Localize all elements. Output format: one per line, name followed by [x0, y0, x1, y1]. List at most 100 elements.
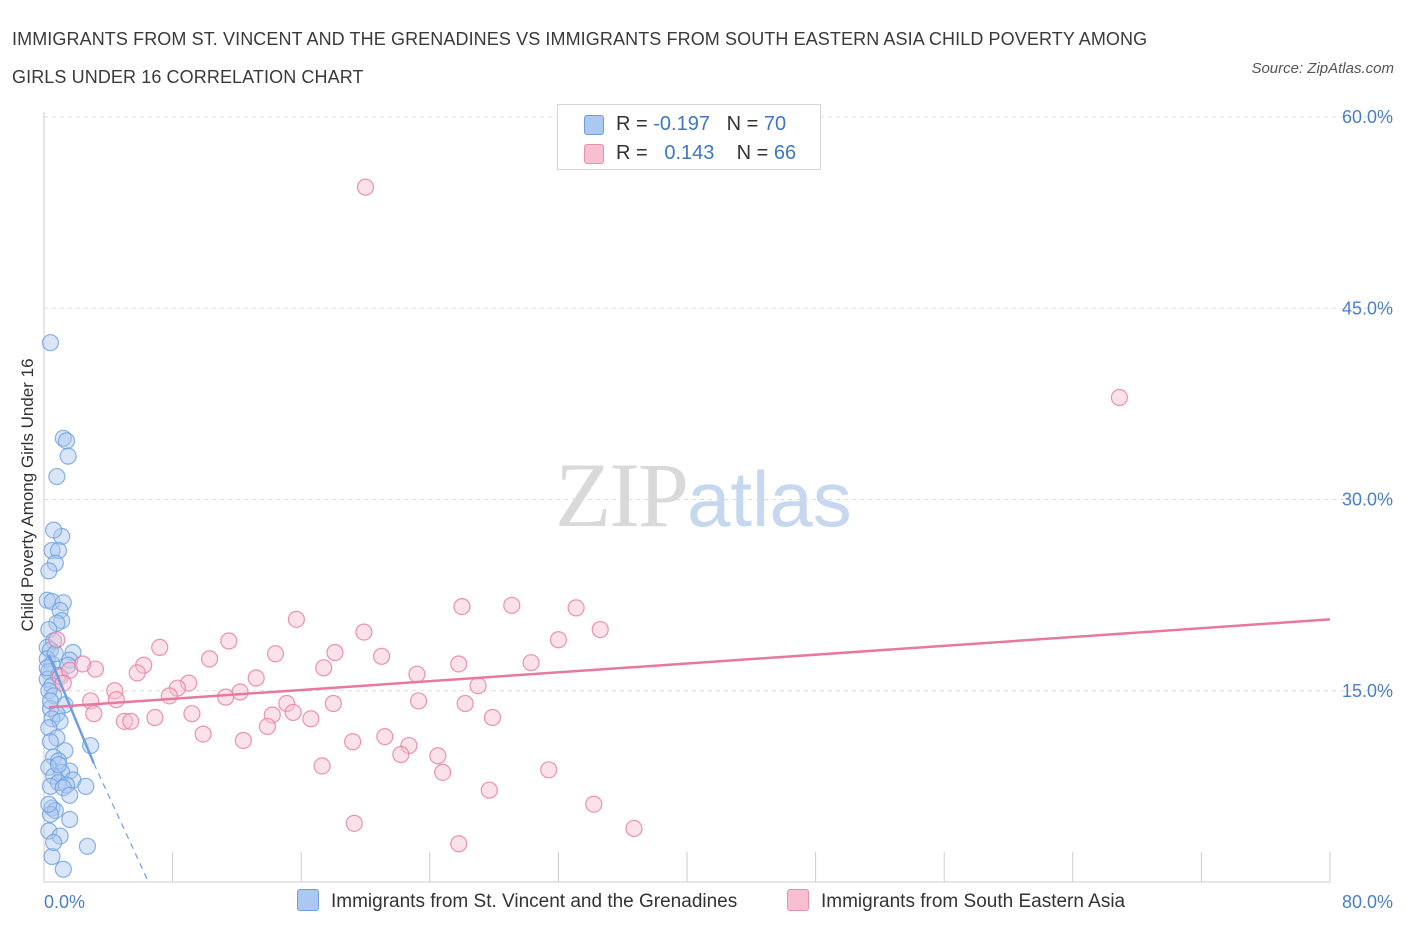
- point-south-eastern-asia: [266, 645, 285, 663]
- legend-n-value: 70: [763, 113, 787, 135]
- trend-line-st-vincent: [47, 654, 95, 764]
- legend-swatch-blue: [584, 115, 604, 135]
- point-st-vincent: [53, 612, 71, 630]
- point-south-eastern-asia: [469, 677, 487, 695]
- point-south-eastern-asia: [180, 674, 198, 692]
- legend-r-value: 0.143: [664, 142, 715, 164]
- watermark: ZIPatlas: [555, 445, 852, 549]
- legend-swatch-pink: [584, 144, 604, 164]
- point-south-eastern-asia: [287, 610, 305, 628]
- source-label: Source: ZipAtlas.com: [1251, 60, 1394, 77]
- point-south-eastern-asia: [86, 660, 105, 678]
- point-st-vincent: [45, 687, 63, 705]
- legend-r-label: R =: [616, 113, 648, 135]
- series-name-pink: Immigrants from South Eastern Asia: [821, 891, 1126, 912]
- chart-title: IMMIGRANTS FROM ST. VINCENT AND THE GREN…: [12, 29, 1148, 87]
- point-south-eastern-asia: [345, 814, 363, 832]
- point-south-eastern-asia: [450, 655, 468, 673]
- point-st-vincent: [57, 432, 76, 450]
- series-swatch-pink: [787, 889, 809, 911]
- point-south-eastern-asia: [146, 708, 164, 727]
- point-south-eastern-asia: [483, 708, 502, 727]
- y-tick-label: 15.0%: [1342, 681, 1393, 701]
- point-south-eastern-asia: [107, 691, 125, 709]
- trend-line-south-eastern-asia: [48, 618, 1331, 709]
- point-south-eastern-asia: [284, 703, 302, 722]
- point-south-eastern-asia: [549, 631, 568, 649]
- point-st-vincent: [40, 562, 58, 580]
- point-south-eastern-asia: [122, 712, 140, 730]
- y-tick-label: 45.0%: [1342, 298, 1393, 318]
- point-south-eastern-asia: [183, 705, 201, 723]
- y-tick-label: 30.0%: [1342, 490, 1393, 510]
- point-south-eastern-asia: [434, 763, 452, 781]
- point-st-vincent: [43, 847, 61, 866]
- point-st-vincent: [54, 860, 72, 878]
- point-south-eastern-asia: [217, 688, 235, 706]
- correlation-legend: R = -0.197 N = 70 R = 0.143 N = 66: [557, 104, 821, 170]
- legend-n-value: 66: [773, 142, 797, 164]
- x-tick-labels: 0.0% 80.0%: [44, 892, 1393, 912]
- point-st-vincent: [77, 777, 95, 795]
- point-south-eastern-asia: [160, 687, 178, 705]
- legend-n-label: N =: [726, 113, 759, 135]
- y-axis-label: Child Poverty Among Girls Under 16: [18, 358, 37, 631]
- grid-lines: [44, 116, 1390, 692]
- point-south-eastern-asia: [585, 795, 603, 813]
- y-tick-label: 60.0%: [1342, 107, 1393, 127]
- point-st-vincent: [41, 777, 60, 795]
- point-st-vincent: [54, 429, 72, 447]
- trend-lines: [47, 618, 1331, 883]
- series-legend-pink: Immigrants from South Eastern Asia: [787, 888, 1125, 916]
- point-south-eastern-asia: [324, 694, 342, 713]
- point-south-eastern-asia: [344, 733, 362, 751]
- point-st-vincent: [61, 786, 79, 804]
- point-south-eastern-asia: [73, 655, 92, 673]
- point-st-vincent: [49, 756, 68, 774]
- legend-r-value: -0.197: [653, 113, 710, 135]
- point-south-eastern-asia: [540, 761, 558, 779]
- point-south-eastern-asia: [128, 664, 146, 682]
- series-swatch-blue: [297, 889, 319, 911]
- point-st-vincent: [41, 733, 60, 751]
- point-south-eastern-asia: [85, 705, 103, 723]
- point-south-eastern-asia: [356, 178, 375, 196]
- watermark-zip: ZIP: [555, 444, 689, 546]
- point-south-eastern-asia: [326, 643, 344, 662]
- data-points: [38, 178, 1129, 878]
- point-st-vincent: [45, 833, 63, 852]
- point-south-eastern-asia: [372, 647, 391, 665]
- series-legend-blue: Immigrants from St. Vincent and the Gren…: [297, 888, 737, 916]
- legend-n-label: N =: [736, 142, 769, 164]
- point-south-eastern-asia: [200, 650, 219, 668]
- trend-extension-st-vincent: [93, 763, 150, 883]
- point-south-eastern-asia: [408, 665, 426, 683]
- point-south-eastern-asia: [625, 819, 643, 838]
- point-st-vincent: [51, 827, 69, 845]
- point-st-vincent: [45, 521, 63, 539]
- point-south-eastern-asia: [48, 631, 66, 649]
- point-south-eastern-asia: [456, 694, 474, 713]
- y-tick-labels: 15.0% 30.0% 45.0% 60.0%: [1342, 107, 1393, 701]
- point-south-eastern-asia: [376, 728, 394, 746]
- point-st-vincent: [41, 334, 60, 352]
- point-south-eastern-asia: [591, 620, 609, 639]
- point-south-eastern-asia: [480, 781, 498, 799]
- point-south-eastern-asia: [503, 596, 521, 614]
- point-south-eastern-asia: [258, 717, 277, 736]
- point-south-eastern-asia: [313, 757, 331, 775]
- point-south-eastern-asia: [234, 731, 252, 750]
- point-south-eastern-asia: [429, 747, 447, 765]
- point-south-eastern-asia: [115, 712, 133, 730]
- watermark-atlas: atlas: [687, 455, 852, 543]
- point-st-vincent: [78, 837, 97, 855]
- point-south-eastern-asia: [151, 638, 169, 657]
- x-tick-label: 80.0%: [1342, 892, 1393, 912]
- point-st-vincent: [49, 541, 68, 560]
- point-st-vincent: [41, 692, 60, 710]
- point-south-eastern-asia: [247, 669, 265, 687]
- point-south-eastern-asia: [392, 745, 410, 764]
- point-south-eastern-asia: [231, 683, 249, 701]
- point-st-vincent: [40, 795, 58, 813]
